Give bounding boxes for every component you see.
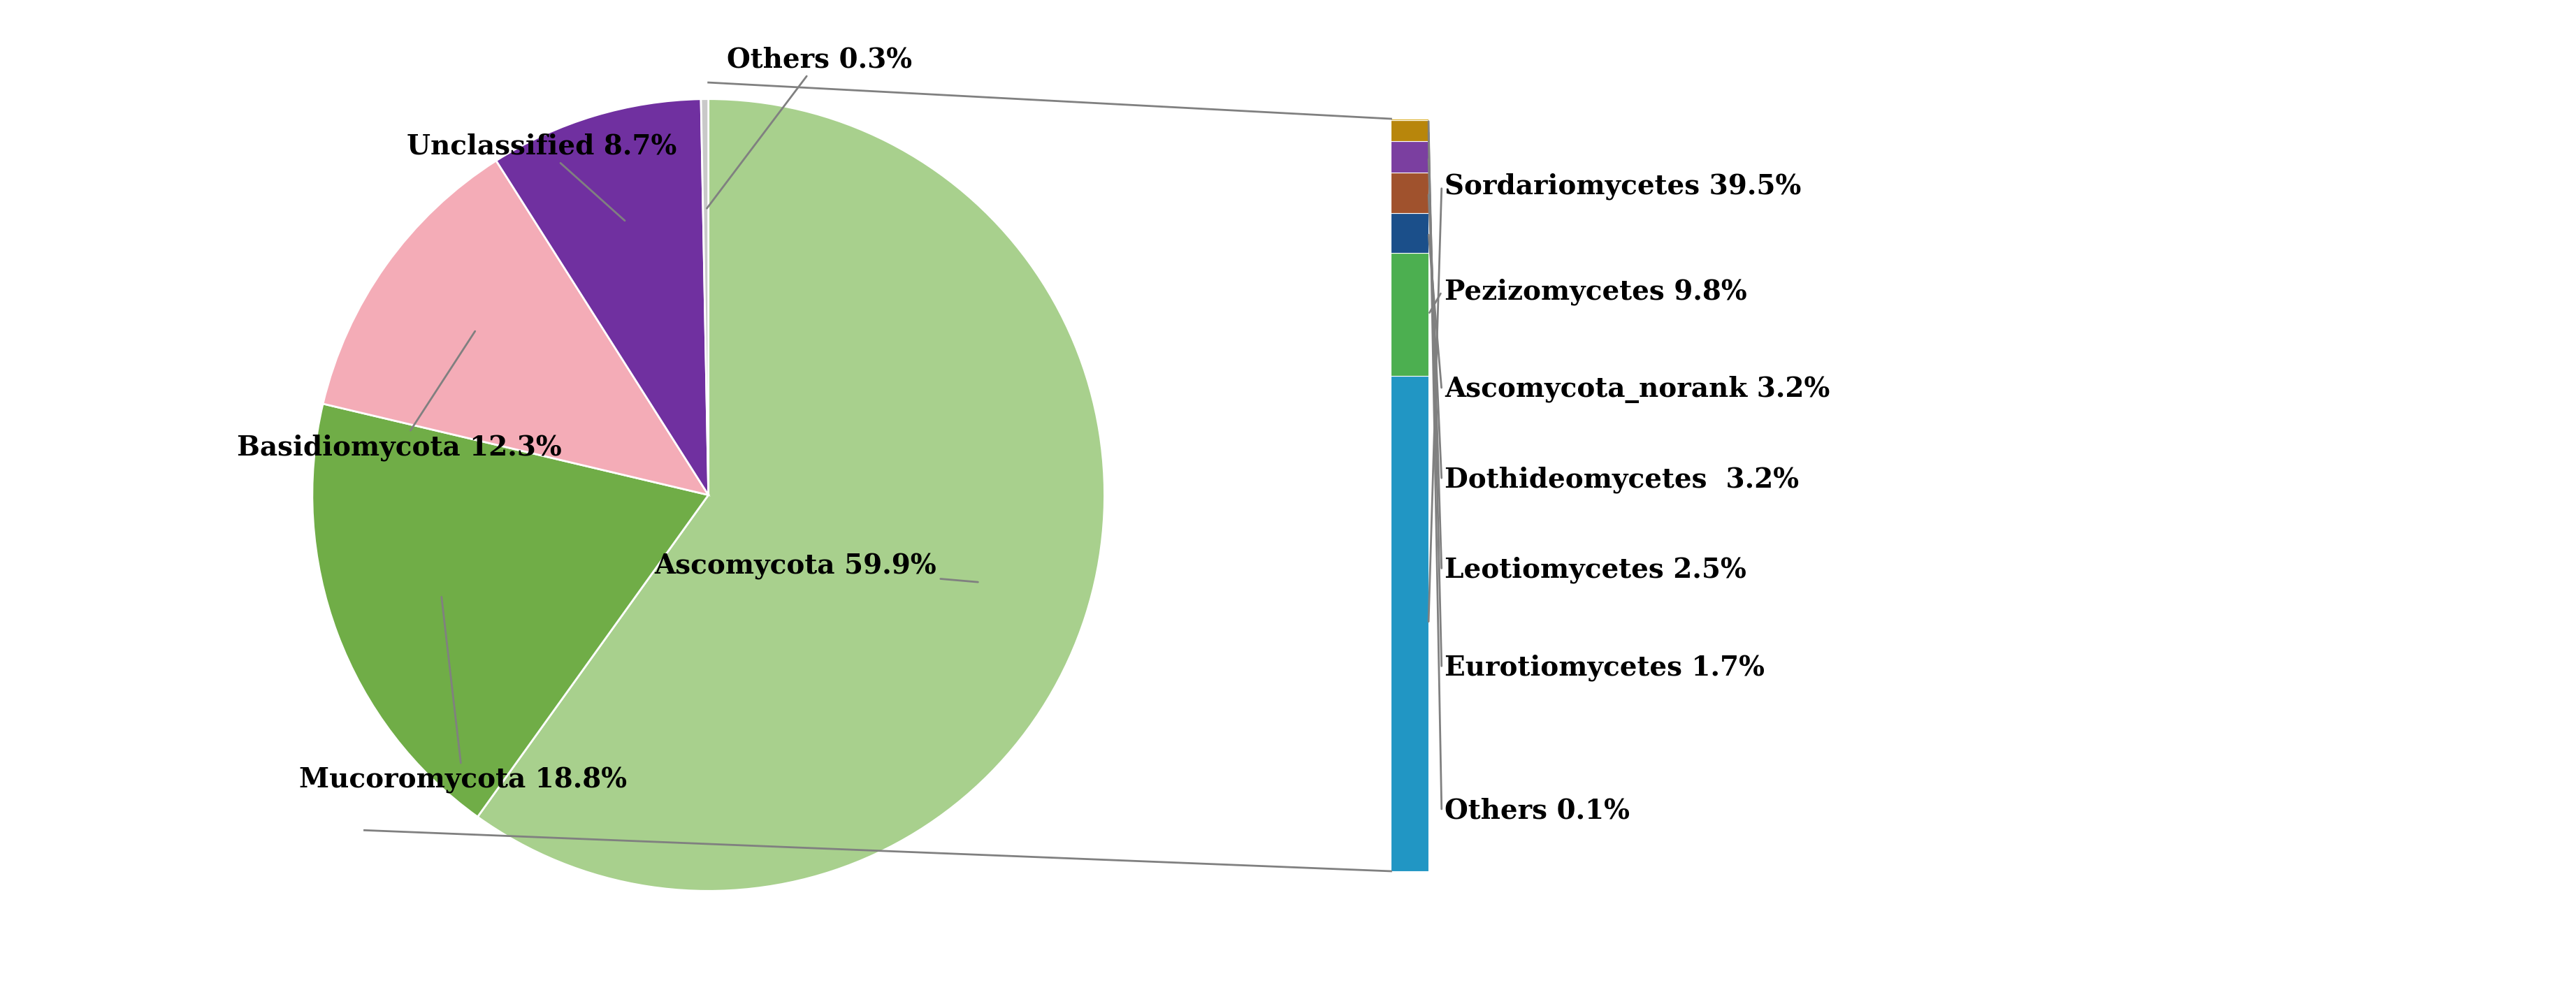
Bar [1391,213,1430,253]
Text: Ascomycota_norank 3.2%: Ascomycota_norank 3.2% [1445,376,1829,403]
Wedge shape [312,404,708,817]
Bar [1391,120,1430,142]
Text: Unclassified 8.7%: Unclassified 8.7% [407,134,677,221]
Text: Others 0.1%: Others 0.1% [1445,798,1631,825]
Bar [1391,142,1430,172]
Bar [1391,376,1430,871]
Wedge shape [497,99,708,495]
Wedge shape [477,99,1105,891]
Text: Pezizomycetes 9.8%: Pezizomycetes 9.8% [1445,278,1747,305]
Bar [1391,253,1430,376]
Wedge shape [701,99,708,495]
Text: Dothideomycetes  3.2%: Dothideomycetes 3.2% [1445,466,1798,493]
Text: Others 0.3%: Others 0.3% [706,47,912,208]
Text: Leotiomycetes 2.5%: Leotiomycetes 2.5% [1445,556,1747,584]
Bar [1391,119,1430,120]
Bar [1391,172,1430,213]
Wedge shape [322,160,708,495]
Text: Sordariomycetes 39.5%: Sordariomycetes 39.5% [1445,173,1801,200]
Text: Mucoromycota 18.8%: Mucoromycota 18.8% [299,597,626,793]
Text: Ascomycota 59.9%: Ascomycota 59.9% [654,553,979,582]
Text: Basidiomycota 12.3%: Basidiomycota 12.3% [237,332,562,461]
Text: Eurotiomycetes 1.7%: Eurotiomycetes 1.7% [1445,654,1765,681]
